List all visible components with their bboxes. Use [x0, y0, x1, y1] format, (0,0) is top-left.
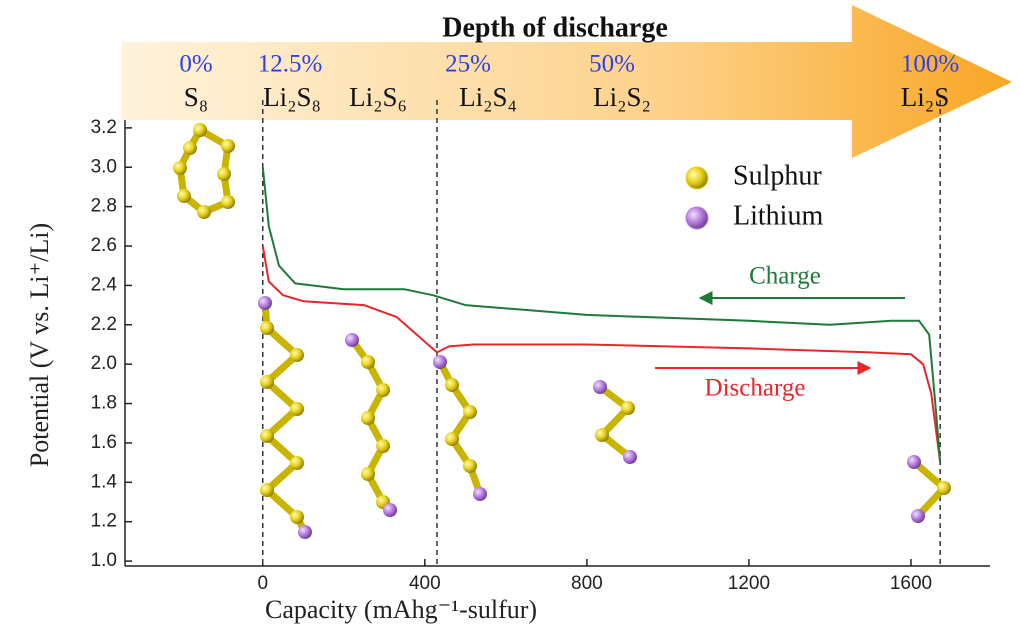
y-tick-label: 3.0	[91, 156, 117, 177]
x-tick-label: 800	[571, 573, 603, 594]
y-tick-label: 1.6	[91, 432, 117, 453]
atom	[433, 355, 447, 369]
x-tick-label: 400	[409, 573, 441, 594]
y-tick-label: 1.8	[91, 393, 117, 414]
atom	[290, 402, 304, 416]
atom	[445, 432, 459, 446]
atom	[290, 510, 304, 524]
atom	[260, 429, 274, 443]
species-label: Li₂S	[901, 82, 949, 112]
atom	[173, 161, 187, 175]
atom	[361, 355, 375, 369]
atom	[376, 383, 390, 397]
depth-label: 12.5%	[258, 51, 323, 78]
atom	[221, 139, 235, 153]
y-tick-label: 1.0	[91, 550, 117, 571]
series-label: Charge	[749, 263, 821, 290]
atom	[183, 141, 197, 155]
y-tick-label: 3.2	[91, 117, 117, 138]
atom	[290, 348, 304, 362]
chart: Depth of discharge Capacity (mAhg⁻¹-sulf…	[0, 0, 1020, 638]
chart-title: Depth of discharge	[442, 12, 668, 43]
atom	[260, 483, 274, 497]
species-label: Li₂S₆	[349, 82, 407, 112]
atom	[621, 401, 635, 415]
atom	[361, 411, 375, 425]
atom	[937, 481, 951, 495]
atom	[258, 296, 272, 310]
x-tick-label: 1600	[890, 573, 932, 594]
species-label: Li₂S₈	[263, 82, 321, 112]
depth-label: 25%	[445, 51, 491, 78]
atom	[463, 405, 477, 419]
atom	[593, 380, 607, 394]
species-label: Li₂S₂	[593, 82, 651, 112]
atom	[376, 439, 390, 453]
atom	[197, 205, 211, 219]
atom	[445, 378, 459, 392]
atom	[177, 189, 191, 203]
series-label: Discharge	[705, 375, 806, 402]
legend-label: Sulphur	[733, 160, 822, 191]
atom	[193, 123, 207, 137]
atom	[345, 333, 359, 347]
y-tick-label: 2.0	[91, 353, 117, 374]
y-tick-label: 2.4	[91, 274, 118, 295]
atom	[911, 509, 925, 523]
depth-label: 100%	[901, 51, 959, 78]
atom	[221, 195, 235, 209]
atom	[298, 525, 312, 539]
x-tick-label: 0	[257, 573, 268, 594]
atom	[290, 456, 304, 470]
species-label: Li₂S₄	[459, 82, 517, 112]
y-tick-label: 2.2	[91, 314, 117, 335]
atom	[260, 321, 274, 335]
legend-label: Lithium	[733, 200, 823, 231]
species-label: S₈	[184, 82, 208, 112]
atom	[595, 428, 609, 442]
legend-swatch	[686, 167, 708, 189]
atom	[361, 467, 375, 481]
atom	[260, 375, 274, 389]
atom	[383, 503, 397, 517]
y-tick-label: 1.2	[91, 511, 117, 532]
y-tick-label: 2.6	[91, 235, 117, 256]
atom	[473, 487, 487, 501]
atom	[217, 167, 231, 181]
y-tick-label: 1.4	[91, 471, 118, 492]
legend-swatch	[686, 207, 708, 229]
x-axis-label: Capacity (mAhg⁻¹-sulfur)	[265, 595, 537, 624]
atom	[907, 455, 921, 469]
depth-label: 0%	[179, 51, 212, 78]
y-tick-label: 2.8	[91, 196, 117, 217]
atom	[463, 459, 477, 473]
y-axis-label: Potential (V vs. Li⁺/Li)	[25, 223, 54, 467]
depth-label: 50%	[589, 51, 635, 78]
atom	[623, 450, 637, 464]
x-tick-label: 1200	[728, 573, 770, 594]
